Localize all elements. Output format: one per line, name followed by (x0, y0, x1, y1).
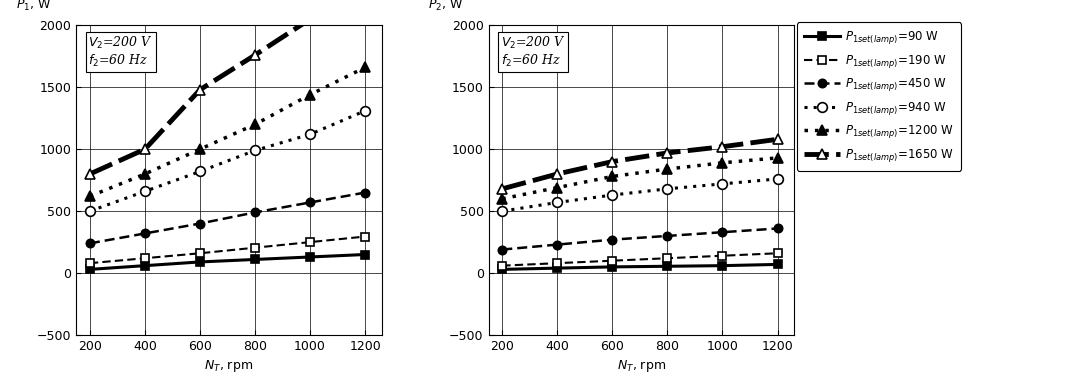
Text: $V_2$=200 V
$f_2$=60 Hz: $V_2$=200 V $f_2$=60 Hz (501, 35, 565, 69)
Text: $V_2$=200 V
$f_2$=60 Hz: $V_2$=200 V $f_2$=60 Hz (88, 35, 153, 69)
Legend: $P_{1set(lamp)}$=90 W, $P_{1set(lamp)}$=190 W, $P_{1set(lamp)}$=450 W, $P_{1set(: $P_{1set(lamp)}$=90 W, $P_{1set(lamp)}$=… (797, 22, 961, 171)
Y-axis label: $P_2$, W: $P_2$, W (428, 0, 464, 13)
X-axis label: $N_T$, rpm: $N_T$, rpm (617, 358, 666, 374)
Y-axis label: $P_1$, W: $P_1$, W (16, 0, 52, 13)
X-axis label: $N_T$, rpm: $N_T$, rpm (204, 358, 253, 374)
